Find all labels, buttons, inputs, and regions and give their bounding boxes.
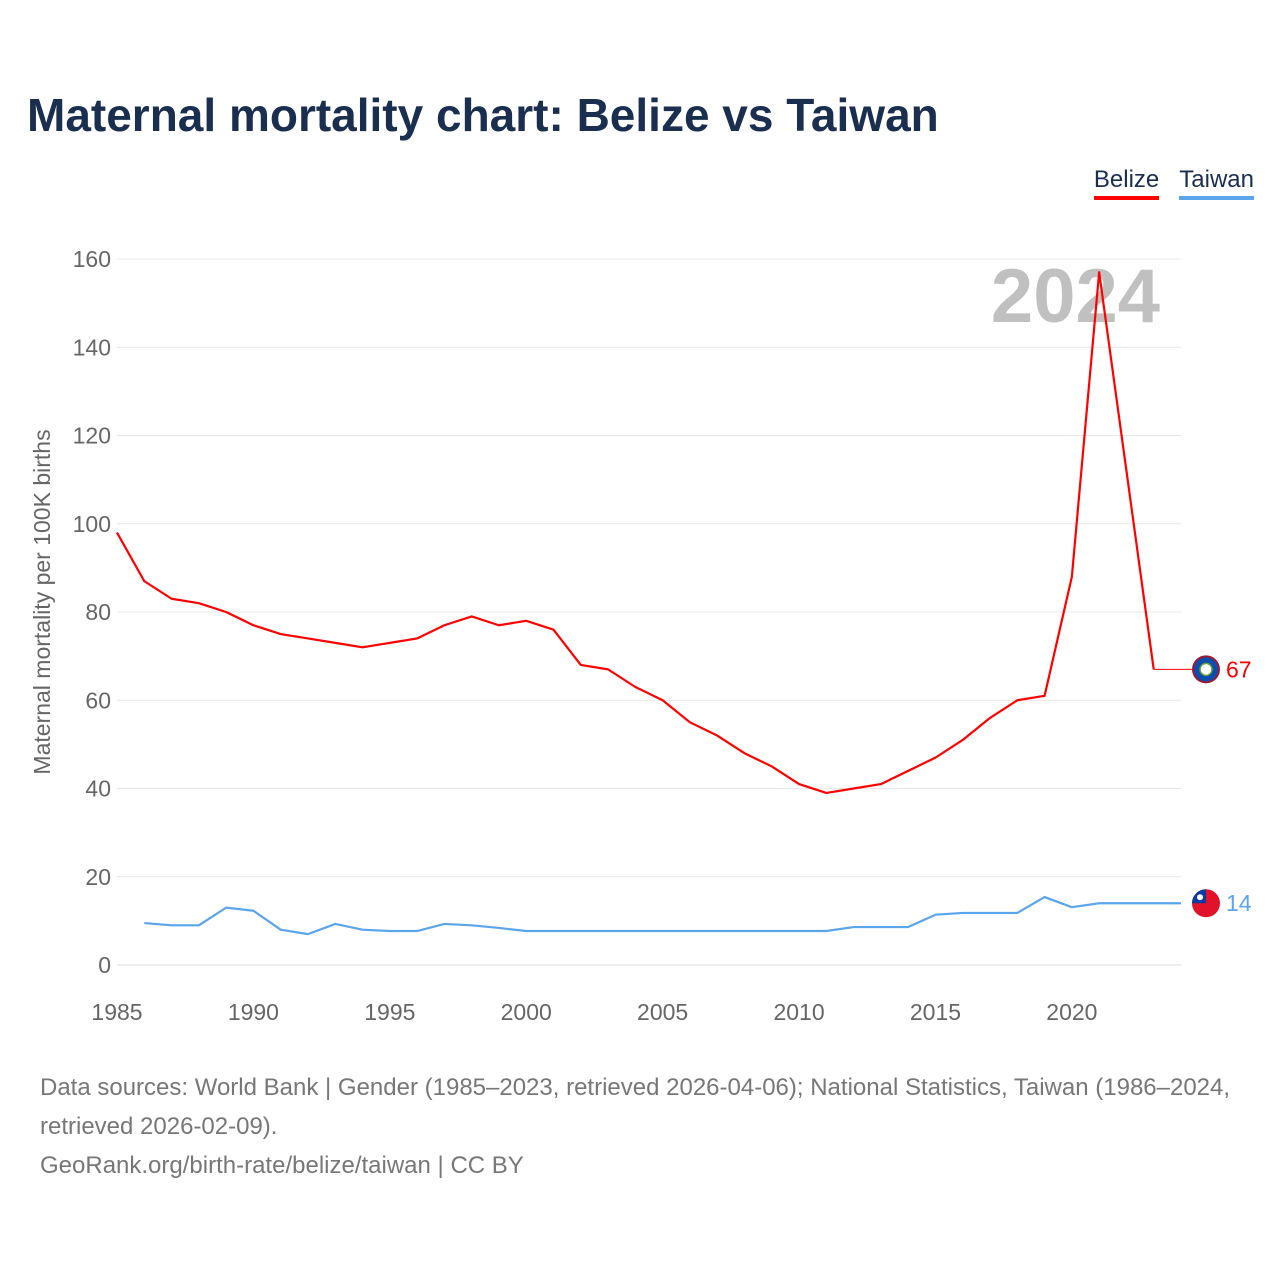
x-tick-label: 1990	[228, 999, 279, 1025]
year-watermark: 2024	[991, 254, 1160, 339]
y-tick-label: 140	[73, 334, 111, 360]
y-tick-label: 100	[73, 511, 111, 537]
flag-emblem	[1199, 662, 1213, 677]
legend-taiwan[interactable]: Taiwan	[1179, 166, 1254, 200]
belize-flag-icon	[1192, 655, 1220, 684]
x-tick-label: 1995	[364, 999, 415, 1025]
x-tick-label: 2020	[1046, 999, 1097, 1025]
x-tick-label: 2015	[910, 999, 961, 1025]
end-value-label: 14	[1226, 890, 1252, 916]
y-tick-label: 40	[85, 776, 111, 802]
x-tick-label: 2010	[773, 999, 824, 1025]
legend: Belize Taiwan	[1093, 166, 1254, 200]
y-tick-label: 0	[98, 952, 111, 978]
source-link[interactable]: GeoRank.org/birth-rate/belize/taiwan | C…	[40, 1152, 524, 1179]
x-tick-label: 1985	[91, 999, 142, 1025]
x-tick-label: 2005	[637, 999, 688, 1025]
y-tick-label: 60	[85, 687, 111, 713]
legend-belize[interactable]: Belize	[1093, 166, 1160, 200]
series-line-taiwan	[144, 895, 1181, 936]
y-tick-label: 120	[73, 423, 111, 449]
x-tick-label: 2000	[501, 999, 552, 1025]
taiwan-flag-icon	[1192, 889, 1220, 918]
end-value-label: 67	[1226, 656, 1252, 682]
y-axis-label: Maternal mortality per 100K births	[29, 429, 55, 774]
chart-title: Maternal mortality chart: Belize vs Taiw…	[27, 89, 939, 141]
flag-sun	[1197, 894, 1203, 901]
line-chart: 2024 Maternal mortality per 100K births …	[29, 246, 1252, 1025]
y-tick-label: 20	[85, 864, 111, 890]
source-text: Data sources: World Bank | Gender (1985–…	[40, 1074, 1231, 1140]
sources: Data sources: World Bank | Gender (1985–…	[40, 1068, 1240, 1185]
y-tick-label: 160	[73, 246, 111, 272]
y-tick-label: 80	[85, 599, 111, 625]
series-line-belize	[116, 271, 1155, 795]
